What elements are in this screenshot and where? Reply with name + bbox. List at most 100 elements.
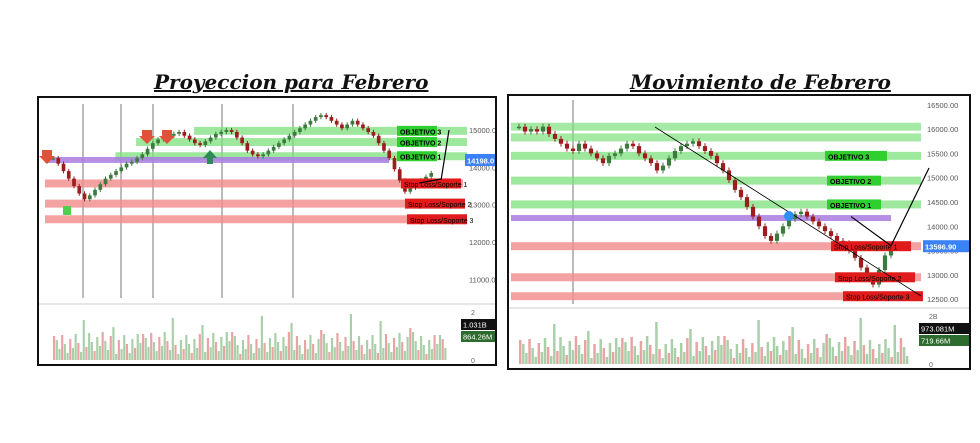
volume-bar: [330, 338, 334, 360]
candle-body: [684, 143, 690, 147]
volume-bar: [117, 340, 120, 360]
volume-tag-box: [919, 323, 969, 334]
volume-bar: [621, 338, 624, 364]
volume-tick-label: 0: [929, 362, 933, 368]
candle-body: [774, 233, 780, 241]
candle-body: [340, 124, 344, 129]
volume-bar: [174, 345, 177, 360]
volume-bar: [534, 357, 537, 364]
volume-bar: [717, 336, 720, 364]
volume-bar: [53, 336, 56, 360]
volume-bar: [115, 354, 118, 360]
candle-body: [308, 120, 313, 125]
volume-bar: [430, 349, 433, 360]
candle-body: [193, 139, 197, 144]
volume-bar: [819, 357, 822, 364]
target-zone-band: [511, 176, 921, 185]
stop-label-box: [407, 214, 467, 225]
volume-bar: [686, 338, 689, 364]
volume-bar: [785, 350, 788, 364]
candle-body: [150, 143, 155, 149]
candle-body: [93, 189, 97, 196]
volume-bar: [788, 336, 791, 364]
volume-bar: [390, 352, 393, 360]
volume-bar: [295, 336, 299, 360]
move-arrow: [850, 216, 892, 247]
volume-bar: [655, 322, 658, 364]
volume-bar: [766, 342, 770, 364]
left-chart-panel: OBJETIVO 3 OBJETIVO 2 OBJETIVO 1 Stop Loss/…: [37, 96, 497, 366]
volume-bar: [301, 354, 304, 360]
candle-body: [588, 148, 594, 154]
volume-bar: [131, 339, 134, 360]
volume-tag-box: [919, 335, 969, 346]
volume-bar: [223, 346, 226, 360]
volume-bar: [169, 350, 172, 360]
volume-bar: [720, 345, 723, 364]
volume-bar: [649, 345, 652, 364]
volume-bar: [136, 334, 139, 360]
volume-bar: [293, 350, 296, 360]
volume-bar: [596, 353, 599, 364]
volume-bar: [584, 340, 587, 364]
candle-body: [612, 153, 618, 156]
volume-bar: [436, 344, 439, 360]
candle-body: [666, 158, 672, 166]
volume-bar: [868, 340, 872, 364]
volume-bar: [853, 341, 856, 364]
volume-bar: [231, 332, 234, 360]
volume-bar: [276, 342, 280, 360]
volume-bar: [303, 340, 307, 360]
volume-bar: [366, 340, 369, 360]
volume-bar: [723, 336, 726, 364]
volume-bar: [865, 354, 869, 364]
candle-body: [882, 255, 888, 270]
stop-zone-band: [45, 215, 463, 224]
candle-body: [292, 131, 297, 136]
volume-bar: [537, 343, 541, 364]
volume-bar: [179, 340, 182, 360]
volume-bar: [546, 347, 550, 364]
candle-body: [214, 133, 218, 138]
volume-bar: [704, 346, 708, 364]
candle-body: [124, 163, 129, 168]
candle-body: [816, 221, 822, 227]
candle-body: [187, 135, 192, 140]
volume-bar: [590, 358, 593, 364]
target-label-box: [825, 150, 887, 161]
candle-body: [376, 135, 381, 144]
volume-bar: [160, 346, 164, 360]
candle-body: [558, 138, 564, 144]
y-tick-label: 15000.00: [927, 174, 958, 183]
volume-bar: [806, 344, 810, 364]
volume-bar: [139, 343, 142, 360]
volume-bar: [252, 353, 255, 360]
volume-bar: [726, 340, 729, 364]
volume-bar: [320, 330, 323, 360]
stop-label: Stop Loss/Soporte 2: [408, 202, 472, 209]
volume-bar: [803, 358, 807, 364]
y-tick-label: 12500.00: [927, 295, 958, 304]
volume-bar: [834, 356, 838, 364]
price-tag: 14198.0: [467, 156, 494, 165]
candle-body: [324, 115, 329, 118]
volume-bar: [414, 341, 417, 360]
target-label: OBJETIVO 1: [830, 203, 871, 210]
volume-bar: [74, 334, 77, 360]
candle-body: [219, 131, 223, 134]
down-arrow-icon: [159, 130, 175, 144]
volume-bar: [363, 354, 366, 360]
volume-bar: [325, 343, 328, 360]
volume-bar: [236, 345, 239, 360]
candle-body: [780, 226, 786, 234]
stop-zone-band: [45, 179, 463, 188]
volume-bar: [379, 321, 382, 360]
volume-bar: [707, 355, 711, 364]
volume-bar: [618, 347, 621, 364]
candle-body: [744, 197, 750, 207]
right-chart-panel: OBJETIVO 3 OBJETIVO 2 OBJETIVO 1 Stop Loss/…: [507, 94, 971, 370]
volume-bar: [336, 333, 339, 360]
purple-level-line: [511, 215, 891, 222]
volume-bar: [859, 318, 862, 364]
candle-body: [261, 154, 265, 157]
